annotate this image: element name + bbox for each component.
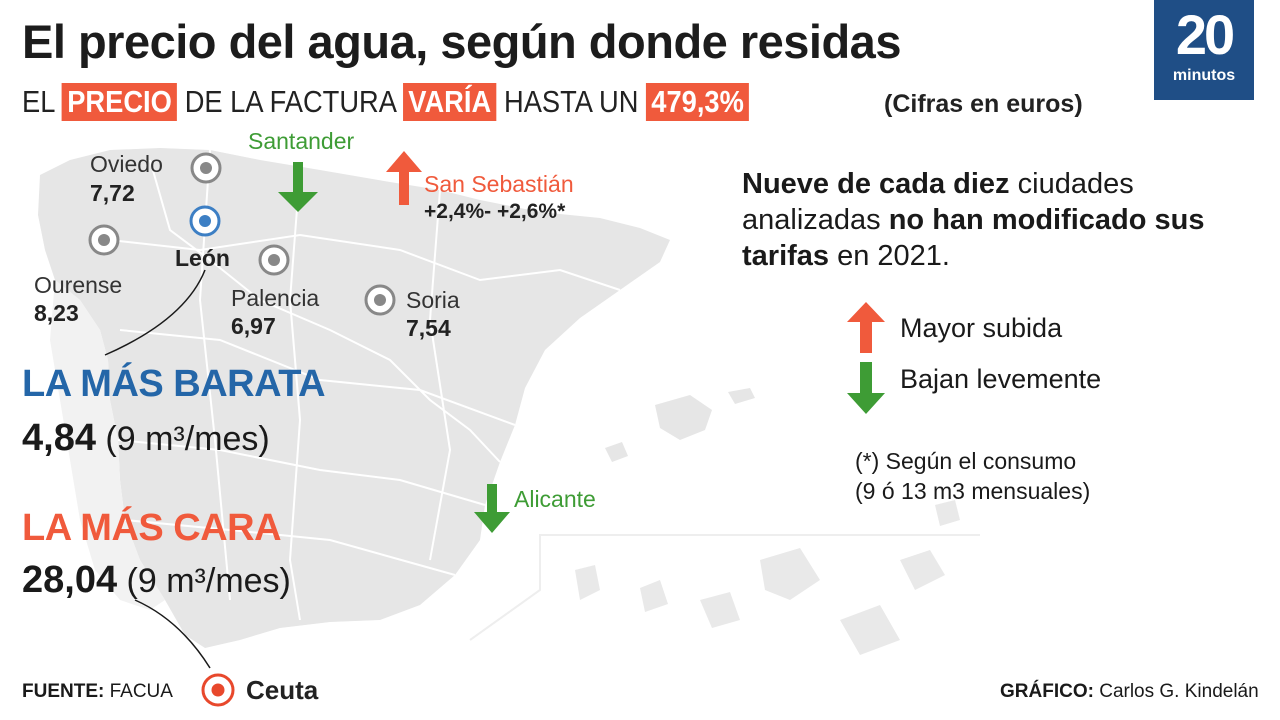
up-arrow-icon: [386, 151, 422, 205]
city-value-ourense: 8,23: [34, 300, 79, 326]
source-name: FACUA: [109, 681, 173, 702]
cheapest-value: 4,84: [22, 417, 96, 459]
most-expensive-value: 28,04: [22, 559, 118, 601]
info-paragraph: Nueve de cada diez ciudades analizadas n…: [742, 166, 1242, 274]
down-arrow-icon: [278, 162, 318, 212]
page-title: El precio del agua, según donde residas: [22, 15, 901, 68]
info-text-2: en 2021.: [829, 240, 950, 272]
city-value-san-sebastian: +2,4%- +2,6%*: [424, 200, 566, 223]
info-bold-1: Nueve de cada diez: [742, 168, 1010, 200]
city-value-palencia: 6,97: [231, 313, 276, 339]
city-label-leon: León: [175, 245, 230, 271]
city-label-oviedo: Oviedo: [90, 151, 163, 177]
source-credit: FUENTE: FACUA: [22, 681, 173, 703]
graphic-credit: GRÁFICO: Carlos G. Kindelán: [1000, 681, 1259, 703]
subtitle: EL PRECIO DE LA FACTURA VARÍA HASTA UN 4…: [22, 83, 750, 121]
city-label-ourense: Ourense: [34, 272, 123, 298]
city-label-santander: Santander: [248, 128, 355, 154]
legend-up-label: Mayor subida: [900, 313, 1063, 343]
canary-box: [469, 534, 980, 641]
city-label-palencia: Palencia: [231, 285, 320, 311]
city-label-san-sebastian: San Sebastián: [424, 171, 574, 197]
city-value-soria: 7,54: [406, 315, 451, 341]
marker-soria: [364, 284, 396, 316]
footnote-line-2: (9 ó 13 m3 mensuales): [855, 478, 1091, 504]
info-text-1: ciudades analizadas: [742, 168, 1134, 236]
peninsula-shape: [38, 148, 670, 648]
source-label: FUENTE:: [22, 681, 105, 702]
marker-oviedo: [190, 152, 222, 184]
city-value-oviedo: 7,72: [90, 180, 135, 206]
subtitle-highlight-precio: PRECIO: [61, 83, 178, 121]
leader-lines: [104, 269, 211, 669]
down-arrow-icon: [847, 362, 885, 414]
subtitle-highlight-percent: 479,3%: [646, 83, 750, 121]
leon-leader: [104, 269, 206, 356]
ceuta-leader: [134, 599, 211, 669]
legend-down-label: Bajan levemente: [900, 364, 1102, 394]
most-expensive-label: LA MÁS CARA: [22, 507, 282, 549]
logo-number: 20: [1175, 3, 1235, 66]
down-arrow-icon: [474, 484, 510, 533]
city-label-alicante: Alicante: [514, 486, 596, 512]
portugal-shape: [50, 280, 165, 610]
subtitle-mid: DE LA FACTURA: [184, 84, 396, 119]
menorca-shape: [728, 388, 755, 404]
credit-label: GRÁFICO:: [1000, 681, 1094, 702]
marker-ceuta: [201, 673, 235, 707]
province-borders: [109, 149, 621, 621]
logo-word: minutos: [1172, 67, 1236, 84]
subtitle-prefix: EL: [22, 84, 55, 119]
cheapest-value-row: 4,84 (9 m³/mes): [22, 417, 270, 460]
footnote: (*) Según el consumo (9 ó 13 m3 mensuale…: [855, 446, 1090, 506]
cheapest-unit: (9 m³/mes): [105, 420, 270, 458]
city-label-soria: Soria: [406, 287, 460, 313]
subtitle-highlight-varia: VARÍA: [403, 83, 497, 121]
footnote-line-1: (*) Según el consumo: [855, 448, 1077, 474]
credit-name: Carlos G. Kindelán: [1099, 681, 1259, 702]
city-label-ceuta: Ceuta: [246, 675, 319, 705]
info-bold-2: no han modificado sus tarifas: [742, 204, 1205, 272]
ibiza-shape: [605, 442, 628, 462]
mallorca-shape: [655, 395, 712, 440]
marker-palencia: [258, 244, 290, 276]
most-expensive-value-row: 28,04 (9 m³/mes): [22, 559, 291, 602]
brand-logo: 20 minutos: [1154, 0, 1254, 100]
marker-ourense: [88, 224, 120, 256]
most-expensive-unit: (9 m³/mes): [126, 562, 291, 600]
marker-leon: [189, 205, 221, 237]
up-arrow-icon: [847, 302, 885, 353]
canary-islands: [575, 500, 960, 655]
cheapest-label: LA MÁS BARATA: [22, 363, 326, 405]
subtitle-mid2: HASTA UN: [504, 84, 639, 119]
units-note: (Cifras en euros): [884, 90, 1083, 118]
